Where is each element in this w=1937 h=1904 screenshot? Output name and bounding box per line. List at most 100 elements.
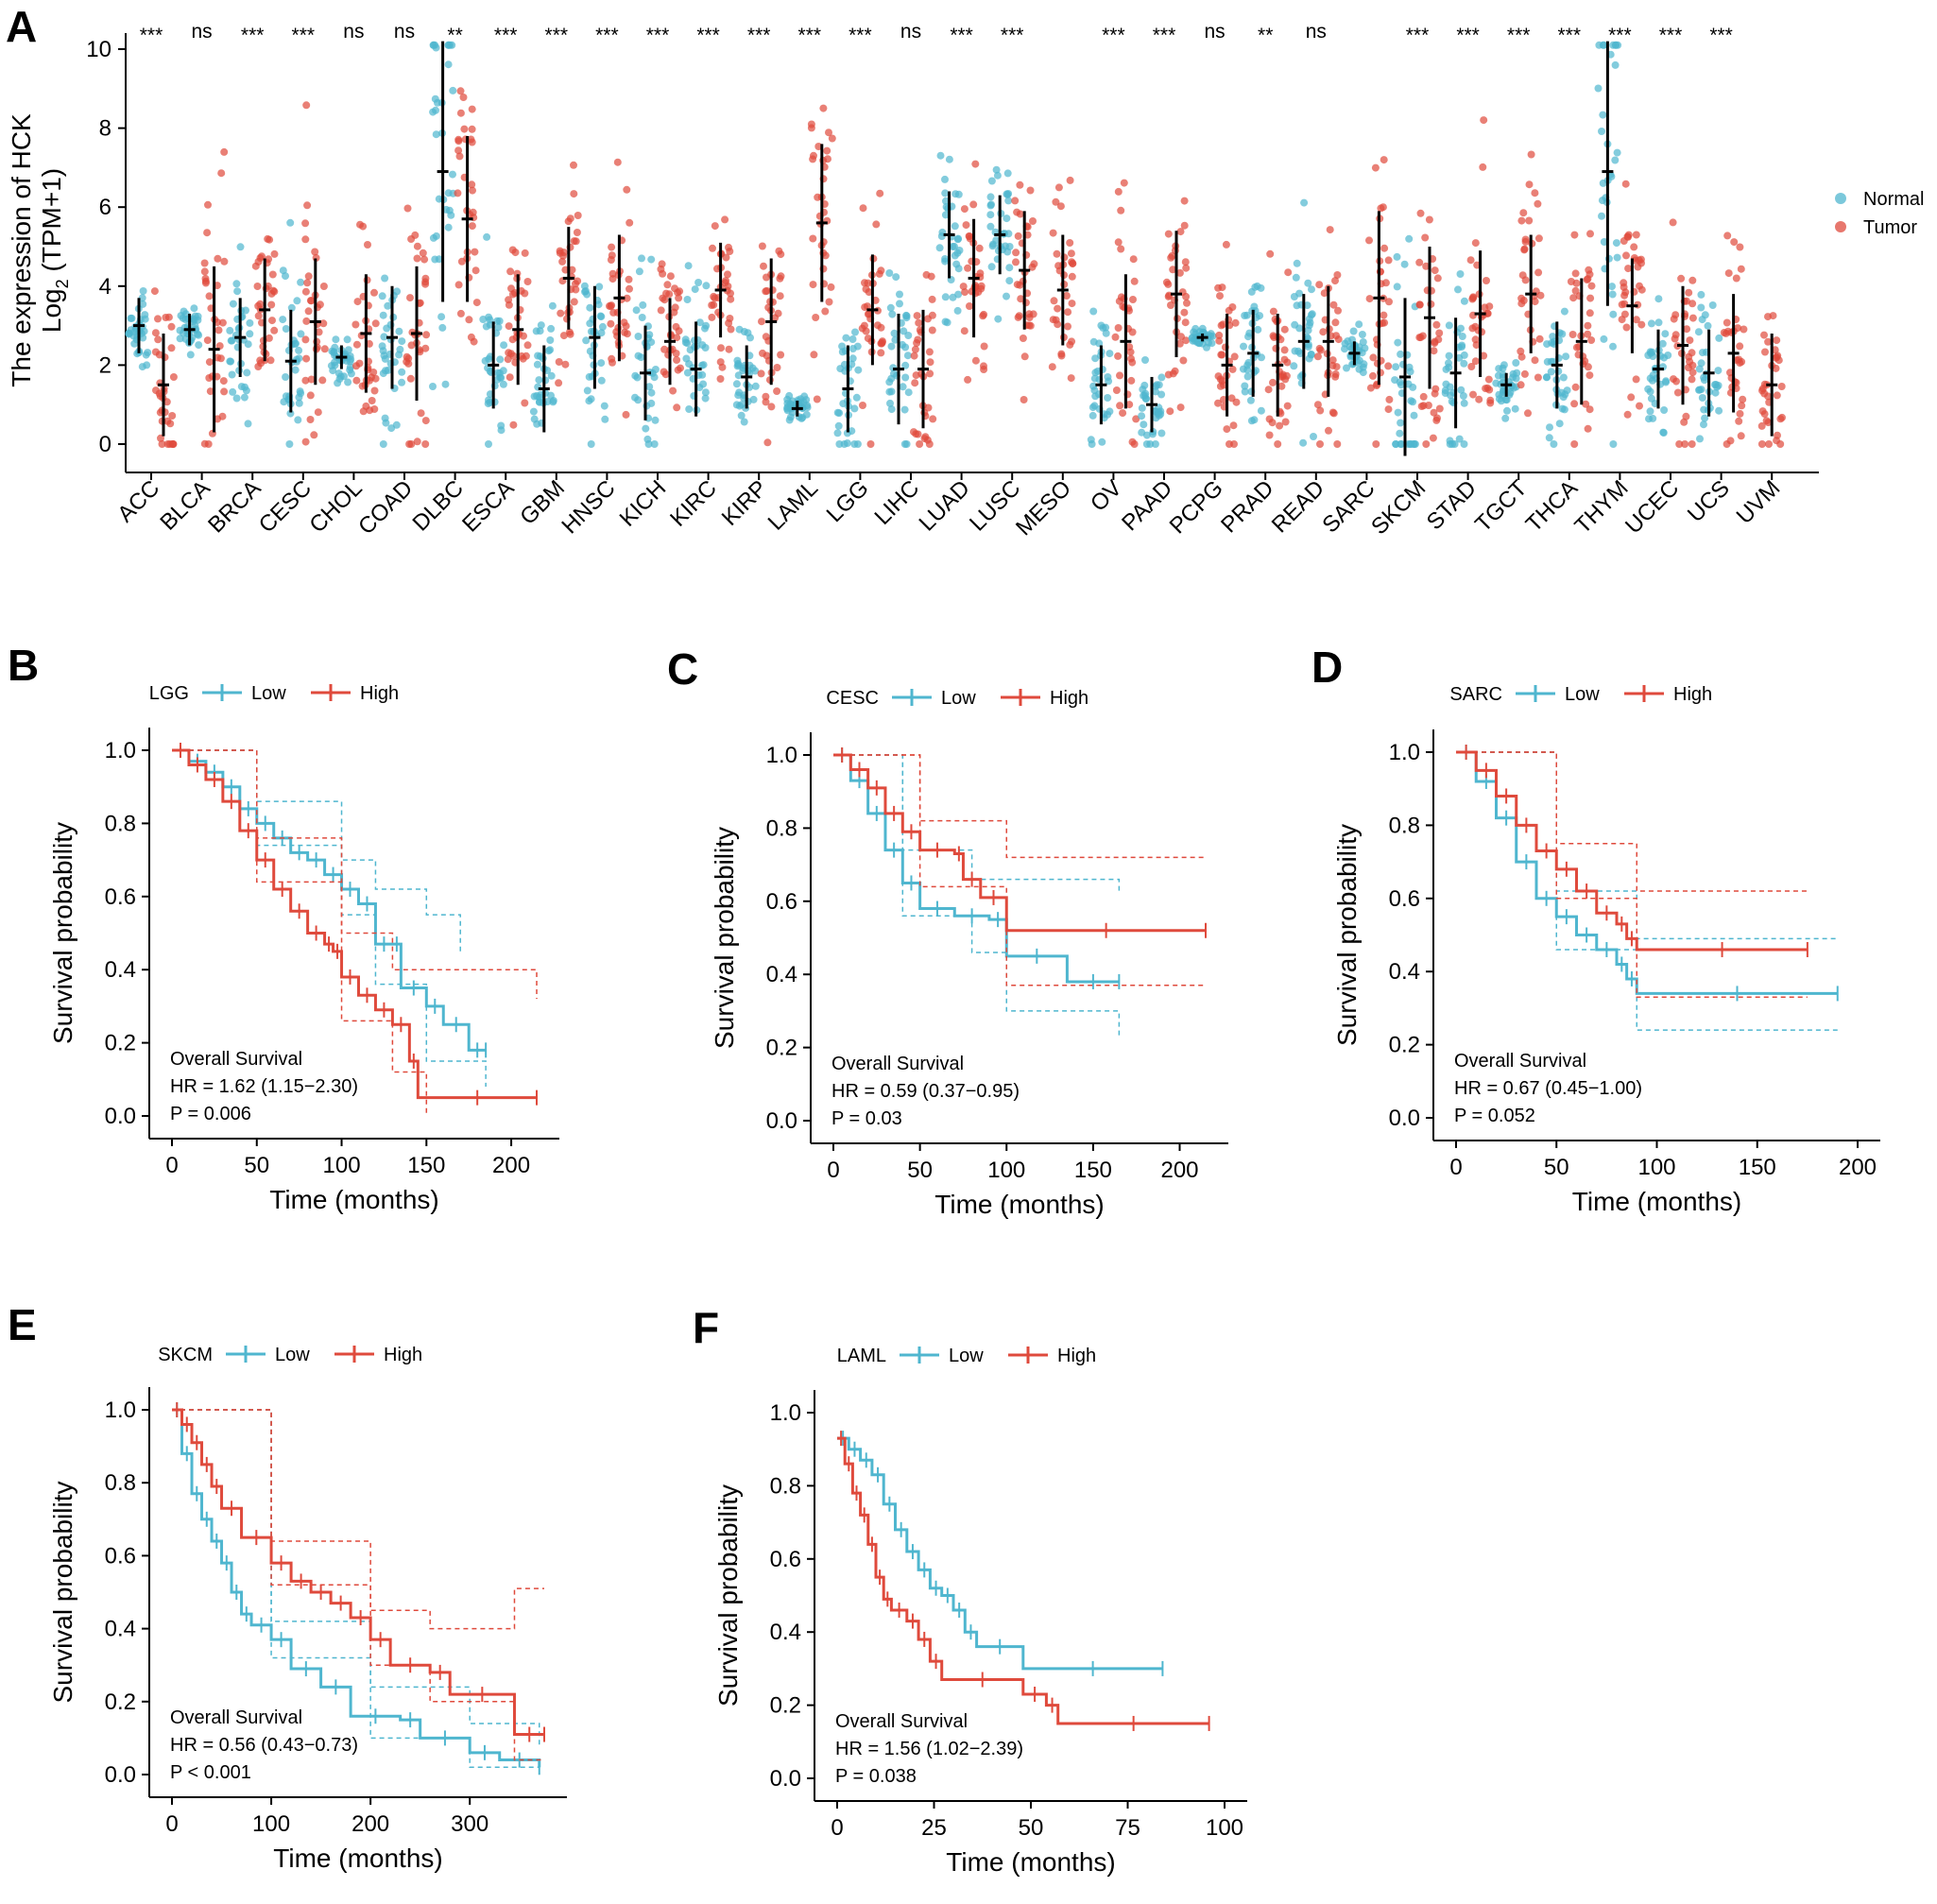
panel-a-point-normal [955, 247, 964, 254]
panel-a-point-tumor [825, 129, 832, 137]
panel-a-point-tumor [511, 249, 520, 257]
panel-a-point-tumor [1586, 294, 1595, 302]
panel-a-point-tumor [1774, 431, 1781, 439]
panel-a-point-tumor [557, 309, 565, 317]
panel-a-point-normal [393, 287, 402, 296]
panel-a-point-normal [1292, 273, 1300, 282]
panel-a-point-normal [494, 323, 503, 332]
panel-a-point-tumor [960, 327, 968, 335]
panel-a-point-normal [1140, 391, 1149, 400]
panel-a-point-tumor [875, 269, 883, 278]
panel-a-point-normal [949, 293, 957, 301]
panel-a-point-tumor [777, 351, 785, 359]
panel-a-point-tumor [724, 270, 731, 279]
panel-a-point-normal [986, 211, 995, 219]
panel-a-point-normal [751, 382, 760, 390]
panel-a-point-tumor [861, 279, 868, 287]
panel-a-point-normal [1511, 404, 1519, 413]
panel-a-point-tumor [929, 415, 937, 423]
panel-a-point-normal [1256, 312, 1264, 320]
panel-a-point-normal [587, 395, 595, 403]
panel-a-point-normal [438, 323, 447, 332]
panel-a-point-normal [244, 420, 252, 428]
panel-a-x-tick-label: PCPG [1165, 475, 1228, 539]
panel-a-point-normal [645, 331, 654, 339]
panel-a-point-tumor [368, 373, 375, 382]
panel-a-point-normal [1608, 290, 1617, 299]
panel-a-point-tumor [215, 342, 224, 351]
panel-a-point-tumor [1218, 351, 1226, 359]
panel-a-point-tumor [1583, 276, 1591, 284]
panel-a-point-normal [1346, 352, 1355, 361]
panel-a-point-tumor [220, 257, 229, 266]
panel-a-point-normal [1697, 303, 1706, 312]
panel-a-point-normal [1157, 429, 1166, 437]
panel-a-point-tumor [1067, 374, 1075, 383]
panel-a-point-tumor [421, 344, 430, 352]
panel-a-point-tumor [1379, 319, 1386, 328]
km-y-tick-label: 0.2 [105, 1690, 136, 1715]
panel-a-point-tumor [204, 200, 212, 209]
panel-a-point-normal [1598, 128, 1605, 135]
panel-a-point-tumor [1760, 331, 1768, 339]
panel-a-point-normal [1612, 239, 1620, 248]
panel-a-point-tumor [727, 295, 735, 303]
panel-a-point-tumor [1331, 277, 1339, 285]
panel-a-x-tick-label: KIRC [665, 475, 722, 532]
panel-a-point-tumor [267, 300, 276, 309]
km-annotation-line: Overall Survival [835, 1711, 968, 1732]
panel-a-point-tumor [758, 242, 766, 250]
panel-a-point-normal [835, 440, 844, 448]
panel-a-point-normal [500, 341, 508, 350]
panel-a-point-normal [900, 405, 909, 414]
panel-a-point-tumor [1125, 306, 1133, 315]
panel-a-point-tumor [420, 255, 429, 264]
panel-a-point-normal [479, 316, 488, 323]
panel-a-point-tumor [1620, 300, 1629, 308]
panel-a-point-normal [787, 401, 796, 409]
panel-a-point-normal [232, 394, 241, 403]
panel-a-point-tumor [1569, 294, 1578, 302]
panel-a-point-normal [237, 383, 246, 391]
panel-a-point-normal [1454, 285, 1462, 294]
panel-a-point-tumor [1130, 277, 1139, 285]
panel-a-point-tumor [1232, 398, 1241, 406]
panel-a-point-tumor [1052, 197, 1060, 206]
panel-a-point-tumor [825, 298, 833, 306]
panel-a-point-tumor [167, 344, 176, 352]
panel-a-point-tumor [1325, 426, 1332, 435]
panel-a-point-normal [1241, 312, 1249, 319]
panel-a-point-tumor [566, 214, 574, 223]
panel-a-point-normal [141, 315, 149, 323]
panel-a-point-tumor [268, 317, 276, 325]
panel-a-significance-label: ns [1205, 21, 1226, 43]
km-annotation-line: HR = 1.62 (1.15−2.30) [170, 1076, 358, 1097]
panel-a-point-tumor [1424, 402, 1432, 409]
km-annotation-line: P < 0.001 [170, 1762, 251, 1783]
panel-a-point-normal [904, 388, 913, 397]
km-curve-high [837, 1436, 1209, 1725]
panel-a-point-normal [1405, 234, 1414, 243]
panel-a-y-tick-label: 4 [99, 274, 111, 300]
panel-a-point-normal [1396, 429, 1404, 437]
panel-a-point-normal [295, 354, 303, 363]
panel-a-significance-label: *** [1507, 25, 1531, 46]
panel-a-point-normal [1599, 179, 1607, 187]
panel-a-point-normal [1661, 330, 1670, 338]
panel-a-point-tumor [1331, 318, 1340, 327]
panel-a-x-tick-label: BLCA [155, 475, 214, 535]
panel-a-point-tumor [468, 222, 476, 231]
panel-a-point-tumor [1326, 226, 1334, 234]
panel-a-point-normal [853, 342, 862, 351]
panel-a-point-tumor [862, 327, 870, 335]
panel-a-point-normal [1208, 332, 1217, 340]
panel-a-point-normal [1543, 373, 1551, 382]
km-ci-high [833, 754, 1206, 859]
panel-a-point-tumor [1049, 229, 1057, 237]
panel-a-point-normal [691, 285, 699, 294]
panel-a-point-tumor [559, 251, 567, 260]
panel-a-point-tumor [1467, 363, 1476, 370]
panel-a-point-tumor [1637, 320, 1646, 329]
panel-a-point-tumor [206, 387, 214, 396]
